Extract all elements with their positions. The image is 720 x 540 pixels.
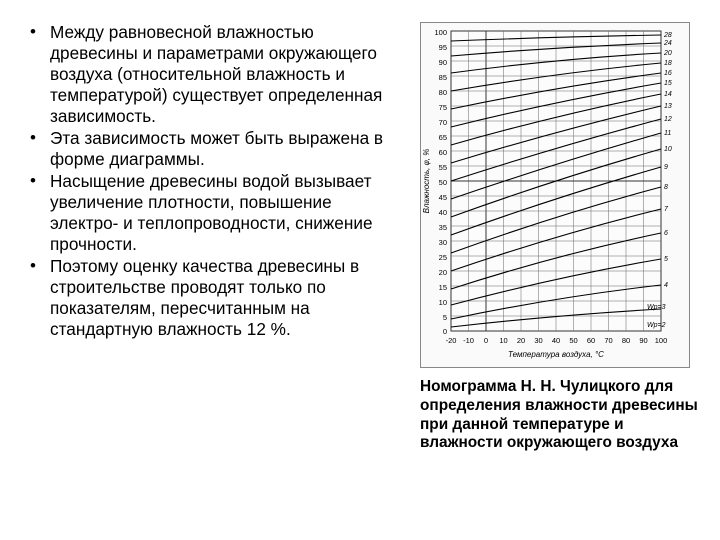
bullet-list: Между равновесной влажностью древесины и… xyxy=(28,22,404,340)
svg-text:75: 75 xyxy=(439,103,447,112)
svg-text:0: 0 xyxy=(484,336,488,345)
svg-text:90: 90 xyxy=(439,58,447,67)
svg-text:6: 6 xyxy=(664,230,668,237)
svg-text:20: 20 xyxy=(517,336,525,345)
svg-text:60: 60 xyxy=(439,148,447,157)
svg-text:9: 9 xyxy=(664,164,668,171)
svg-text:20: 20 xyxy=(439,268,447,277)
nomogram-chart: 28 24 20 18 16 15 14 13 12 11 10 9 8 7 6… xyxy=(420,22,690,368)
svg-text:80: 80 xyxy=(439,88,447,97)
svg-text:70: 70 xyxy=(604,336,612,345)
svg-text:14: 14 xyxy=(664,91,672,98)
svg-text:100: 100 xyxy=(434,28,447,37)
svg-text:35: 35 xyxy=(439,223,447,232)
svg-text:20: 20 xyxy=(663,50,672,57)
svg-text:4: 4 xyxy=(664,282,668,289)
svg-text:100: 100 xyxy=(655,336,668,345)
svg-text:7: 7 xyxy=(664,206,669,213)
bullet-item: Между равновесной влажностью древесины и… xyxy=(28,22,404,127)
svg-text:50: 50 xyxy=(439,178,447,187)
x-axis-label: Температура воздуха, °C xyxy=(508,350,604,359)
svg-text:10: 10 xyxy=(439,298,447,307)
svg-text:95: 95 xyxy=(439,43,447,52)
svg-text:90: 90 xyxy=(639,336,647,345)
svg-text:12: 12 xyxy=(664,116,672,123)
svg-text:Wp=2: Wp=2 xyxy=(647,322,666,329)
y-ticks: 100 95 90 85 80 75 70 65 60 55 50 45 40 … xyxy=(434,28,447,336)
svg-text:Wp=3: Wp=3 xyxy=(647,304,666,311)
svg-text:30: 30 xyxy=(534,336,542,345)
svg-text:85: 85 xyxy=(439,73,447,82)
svg-text:24: 24 xyxy=(663,40,672,47)
svg-text:5: 5 xyxy=(443,313,447,322)
svg-text:50: 50 xyxy=(569,336,577,345)
svg-text:80: 80 xyxy=(622,336,630,345)
svg-text:70: 70 xyxy=(439,118,447,127)
bullet-item: Поэтому оценку качества древесины в стро… xyxy=(28,256,404,340)
svg-text:8: 8 xyxy=(664,184,668,191)
text-column: Между равновесной влажностью древесины и… xyxy=(28,22,420,520)
svg-text:30: 30 xyxy=(439,238,447,247)
figure-caption: Номограмма Н. Н. Чулицкого для определен… xyxy=(420,378,702,453)
svg-text:18: 18 xyxy=(664,60,672,67)
svg-text:15: 15 xyxy=(439,283,447,292)
svg-text:-20: -20 xyxy=(446,336,457,345)
svg-text:28: 28 xyxy=(663,32,672,39)
svg-text:11: 11 xyxy=(664,130,671,137)
svg-text:60: 60 xyxy=(587,336,595,345)
svg-text:45: 45 xyxy=(439,193,447,202)
svg-text:10: 10 xyxy=(664,146,672,153)
svg-text:10: 10 xyxy=(499,336,507,345)
svg-text:16: 16 xyxy=(664,70,672,77)
figure-column: 28 24 20 18 16 15 14 13 12 11 10 9 8 7 6… xyxy=(420,22,702,520)
svg-text:40: 40 xyxy=(552,336,560,345)
bullet-item: Насыщение древесины водой вызывает увели… xyxy=(28,171,404,255)
svg-text:5: 5 xyxy=(664,256,668,263)
svg-text:55: 55 xyxy=(439,163,447,172)
svg-text:-10: -10 xyxy=(463,336,474,345)
svg-text:15: 15 xyxy=(664,80,672,87)
svg-text:25: 25 xyxy=(439,253,447,262)
bullet-item: Эта зависимость может быть выражена в фо… xyxy=(28,128,404,170)
svg-text:40: 40 xyxy=(439,208,447,217)
svg-text:65: 65 xyxy=(439,133,447,142)
x-ticks: -20 -10 0 10 20 30 40 50 60 70 80 90 100 xyxy=(446,336,668,345)
svg-text:13: 13 xyxy=(664,103,672,110)
y-axis-label: Влажность, φ, % xyxy=(422,149,431,214)
svg-text:0: 0 xyxy=(443,327,447,336)
